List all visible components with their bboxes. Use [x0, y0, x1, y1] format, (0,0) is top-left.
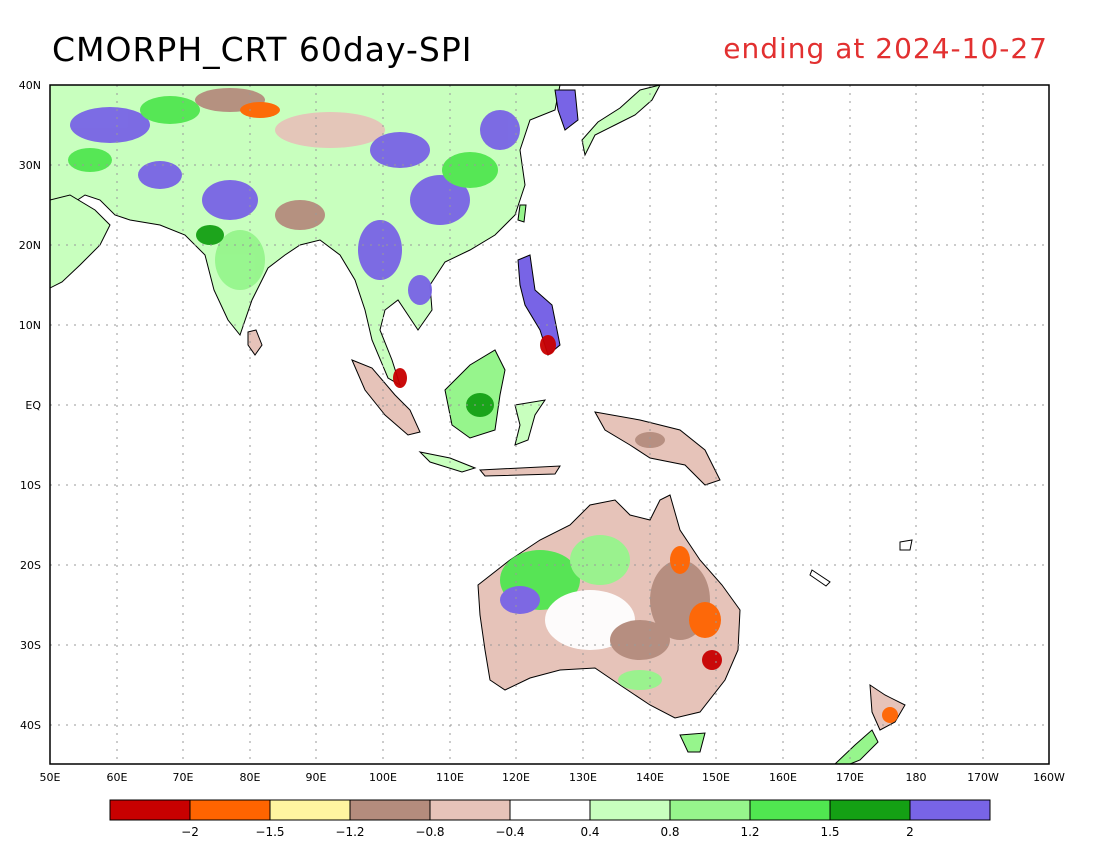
- asia-landmass: [50, 85, 561, 387]
- colorbar-label: 0.4: [580, 825, 599, 839]
- colorbar-label: −2: [181, 825, 199, 839]
- colorbar-swatch: [669, 799, 751, 821]
- sumatra: [351, 359, 421, 436]
- lat-label: 10S: [20, 479, 41, 492]
- lon-label: 120E: [502, 771, 530, 784]
- lon-label: 160W: [1033, 771, 1065, 784]
- graticule: [50, 85, 1049, 764]
- sri-lanka: [247, 329, 263, 356]
- colorbar-legend: −2 −1.5 −1.2 −0.8 −0.4 0.4 0.8 1.2 1.5 2: [109, 799, 991, 839]
- lat-axis: 40N 30N 20N 10N EQ 10S 20S 30S 40S: [19, 79, 42, 732]
- new-caledonia: [809, 569, 831, 587]
- lat-label: 30N: [19, 159, 41, 172]
- lon-label: 160E: [769, 771, 797, 784]
- lon-label: 150E: [702, 771, 730, 784]
- lon-label: 130E: [569, 771, 597, 784]
- lon-label: 80E: [240, 771, 261, 784]
- lat-label: EQ: [25, 399, 41, 412]
- java: [418, 451, 477, 473]
- lon-label: 140E: [636, 771, 664, 784]
- colorbar-swatch: [509, 799, 591, 821]
- korea: [554, 89, 579, 131]
- lon-label: 100E: [369, 771, 397, 784]
- lon-label: 180: [906, 771, 927, 784]
- lat-label: 10N: [19, 319, 41, 332]
- colorbar-label: 1.5: [820, 825, 839, 839]
- lon-label: 110E: [436, 771, 464, 784]
- sulawesi: [514, 399, 547, 446]
- lon-label: 70E: [173, 771, 194, 784]
- lon-label: 50E: [40, 771, 61, 784]
- lon-label: 170E: [836, 771, 864, 784]
- lat-label: 30S: [20, 639, 41, 652]
- colorbar-swatch: [109, 799, 191, 821]
- map-title: CMORPH_CRT 60day-SPI: [52, 30, 473, 69]
- japan: [581, 85, 661, 157]
- colorbar-label: 1.2: [740, 825, 759, 839]
- colorbar-swatch: [269, 799, 351, 821]
- lat-label: 20S: [20, 559, 41, 572]
- lon-label: 60E: [107, 771, 128, 784]
- colorbar-label: −0.8: [415, 825, 444, 839]
- colorbar-label: −1.2: [335, 825, 364, 839]
- new-guinea: [594, 411, 721, 486]
- taiwan: [517, 204, 527, 223]
- map-subtitle: ending at 2024-10-27: [723, 32, 1048, 65]
- colorbar-label: −0.4: [495, 825, 524, 839]
- colorbar-swatch: [749, 799, 831, 821]
- lat-label: 40N: [19, 79, 41, 92]
- new-zealand-south: [834, 729, 879, 764]
- colorbar-swatch: [829, 799, 911, 821]
- lon-label: 170W: [967, 771, 999, 784]
- colorbar-label: −1.5: [255, 825, 284, 839]
- colorbar-label: 0.8: [660, 825, 679, 839]
- lesser-sunda: [478, 465, 561, 477]
- map-frame: [49, 84, 1050, 765]
- lat-label: 40S: [20, 719, 41, 732]
- colorbar-swatch: [429, 799, 511, 821]
- colorbar-swatch: [189, 799, 271, 821]
- tasmania: [679, 732, 706, 753]
- lat-label: 20N: [19, 239, 41, 252]
- colorbar-swatch: [349, 799, 431, 821]
- lon-label: 90E: [306, 771, 327, 784]
- colorbar-swatch: [909, 799, 991, 821]
- spi-patches: [68, 88, 898, 723]
- colorbar-label: 2: [906, 825, 914, 839]
- fiji: [899, 539, 913, 551]
- lon-axis: 50E 60E 70E 80E 90E 100E 110E 120E 130E …: [40, 771, 1066, 784]
- colorbar-swatch: [589, 799, 671, 821]
